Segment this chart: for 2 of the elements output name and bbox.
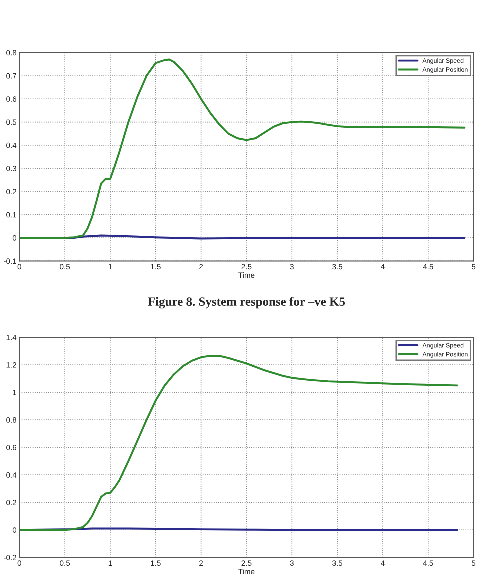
line-series bbox=[20, 58, 466, 240]
caption: Figure 8. System response for –ve K5 bbox=[148, 297, 346, 309]
